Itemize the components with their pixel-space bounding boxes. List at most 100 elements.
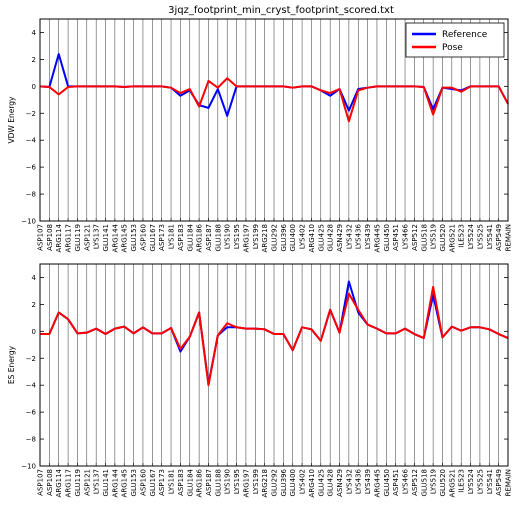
- x-tick-label: ASP121: [83, 469, 91, 496]
- x-tick-label: ASP108: [46, 224, 54, 251]
- y-axis-label: VDW Energy: [7, 96, 16, 144]
- x-tick-label: LYS181: [168, 224, 176, 249]
- legend-label: Pose: [442, 43, 463, 53]
- x-tick-label: ASP187: [205, 224, 213, 251]
- x-tick-label: LYS466: [402, 468, 410, 494]
- y-tick-label: 2: [32, 301, 36, 309]
- plot-frame: [39, 18, 509, 222]
- x-tick-label: GLU153: [130, 469, 138, 496]
- x-tick-label: ASN429: [336, 224, 344, 252]
- x-tick-label: ASP549: [495, 469, 503, 496]
- legend: Reference Pose: [405, 22, 505, 58]
- x-tick-label: GLU520: [439, 469, 447, 496]
- x-tick-label: LYS436: [355, 468, 363, 494]
- x-tick-label: LYS524: [467, 223, 475, 249]
- x-tick-label: ARG117: [65, 469, 73, 497]
- legend-label: Reference: [442, 30, 488, 40]
- x-tick-label: ARG114: [55, 223, 63, 252]
- y-tick-label: −4: [26, 137, 37, 145]
- x-tick-label: LYS199: [252, 224, 260, 249]
- x-tick-label: ARG445: [373, 224, 381, 252]
- x-tick-label: ASP183: [177, 224, 185, 251]
- x-tick-label: ARG218: [261, 469, 269, 497]
- x-tick-label: ASP160: [139, 469, 147, 496]
- x-tick-label: ARG197: [242, 469, 250, 497]
- x-tick-label: ASP512: [411, 469, 419, 496]
- x-tick-label: ASP160: [139, 224, 147, 251]
- x-tick-label: GLU184: [186, 223, 194, 251]
- x-tick-label: ILE523: [458, 469, 466, 493]
- x-tick-label: LYS402: [299, 469, 307, 494]
- x-tick-label: GLU400: [289, 224, 297, 251]
- x-tick-label: LYS137: [93, 224, 101, 249]
- x-tick-label: ARG410: [308, 469, 316, 497]
- x-tick-label: LYS439: [364, 224, 372, 249]
- x-tick-label: LYS195: [233, 469, 241, 494]
- y-tick-label: −2: [26, 355, 36, 363]
- x-tick-label: LYS524: [467, 468, 475, 494]
- x-tick-label: ASP512: [411, 224, 419, 251]
- x-tick-label: LYS519: [430, 224, 438, 249]
- y-tick-label: −6: [26, 409, 37, 417]
- y-tick-label: −10: [21, 463, 36, 471]
- x-tick-label: REMAIN: [505, 224, 513, 251]
- x-tick-label: ASP451: [392, 224, 400, 251]
- x-tick-label: GLU518: [420, 469, 428, 496]
- x-tick-label: LYS519: [430, 469, 438, 494]
- x-tick-label: ASP108: [46, 469, 54, 496]
- x-tick-label: LYS432: [345, 469, 353, 494]
- x-tick-label: ILE523: [458, 224, 466, 248]
- x-tick-label: REMAIN: [505, 469, 513, 496]
- x-tick-label: GLU141: [102, 469, 110, 496]
- x-tick-label: LYS402: [299, 224, 307, 249]
- x-tick-label: LYS541: [486, 224, 494, 249]
- x-tick-label: GLU518: [420, 224, 428, 251]
- x-tick-label: ASP451: [392, 469, 400, 496]
- y-tick-label: −8: [26, 436, 36, 444]
- x-tick-label: ASN429: [336, 469, 344, 497]
- x-tick-label: GLU520: [439, 224, 447, 251]
- x-tick-label: ASP549: [495, 224, 503, 251]
- x-tick-label: GLU141: [102, 224, 110, 251]
- x-tick-label: GLU428: [327, 469, 335, 496]
- y-tick-label: −6: [26, 164, 37, 172]
- x-tick-label: GLU396: [280, 468, 288, 496]
- x-tick-label: LYS190: [224, 224, 232, 249]
- x-tick-label: LYS190: [224, 469, 232, 494]
- x-tick-label: GLU119: [74, 469, 82, 496]
- x-tick-label: LYS439: [364, 469, 372, 494]
- y-tick-label: −8: [26, 191, 36, 199]
- y-tick-label: 4: [32, 274, 37, 282]
- y-tick-label: 0: [32, 328, 36, 336]
- x-tick-label: GLU425: [317, 469, 325, 496]
- x-tick-label: GLU450: [383, 469, 391, 496]
- y-tick-label: 4: [32, 29, 37, 37]
- x-tick-label: ARG114: [55, 468, 63, 497]
- x-tick-label: LYS199: [252, 469, 260, 494]
- x-tick-label: GLU167: [149, 469, 157, 496]
- x-tick-label: ARG117: [65, 224, 73, 252]
- x-tick-label: GLU292: [271, 224, 279, 251]
- x-tick-label: LYS195: [233, 224, 241, 249]
- x-tick-label: LYS137: [93, 469, 101, 494]
- x-tick-label: ARG197: [242, 224, 250, 252]
- x-tick-label: GLU292: [271, 469, 279, 496]
- x-tick-label: ASP183: [177, 469, 185, 496]
- y-tick-label: −10: [21, 218, 36, 226]
- x-tick-label: LYS436: [355, 223, 363, 249]
- x-tick-label: GLU167: [149, 224, 157, 251]
- x-tick-label: GLU450: [383, 224, 391, 251]
- x-tick-label: GLU184: [186, 468, 194, 496]
- x-tick-label: ARG521: [448, 469, 456, 497]
- x-tick-label: ARG186: [196, 223, 204, 252]
- x-tick-label: ASP187: [205, 469, 213, 496]
- x-tick-label: GLU119: [74, 224, 82, 251]
- x-tick-label: ASP107: [37, 469, 45, 496]
- y-tick-label: 2: [32, 56, 36, 64]
- y-tick-label: −4: [26, 382, 37, 390]
- y-axis-label: ES Energy: [7, 345, 16, 384]
- x-tick-label: ARG144: [111, 223, 119, 252]
